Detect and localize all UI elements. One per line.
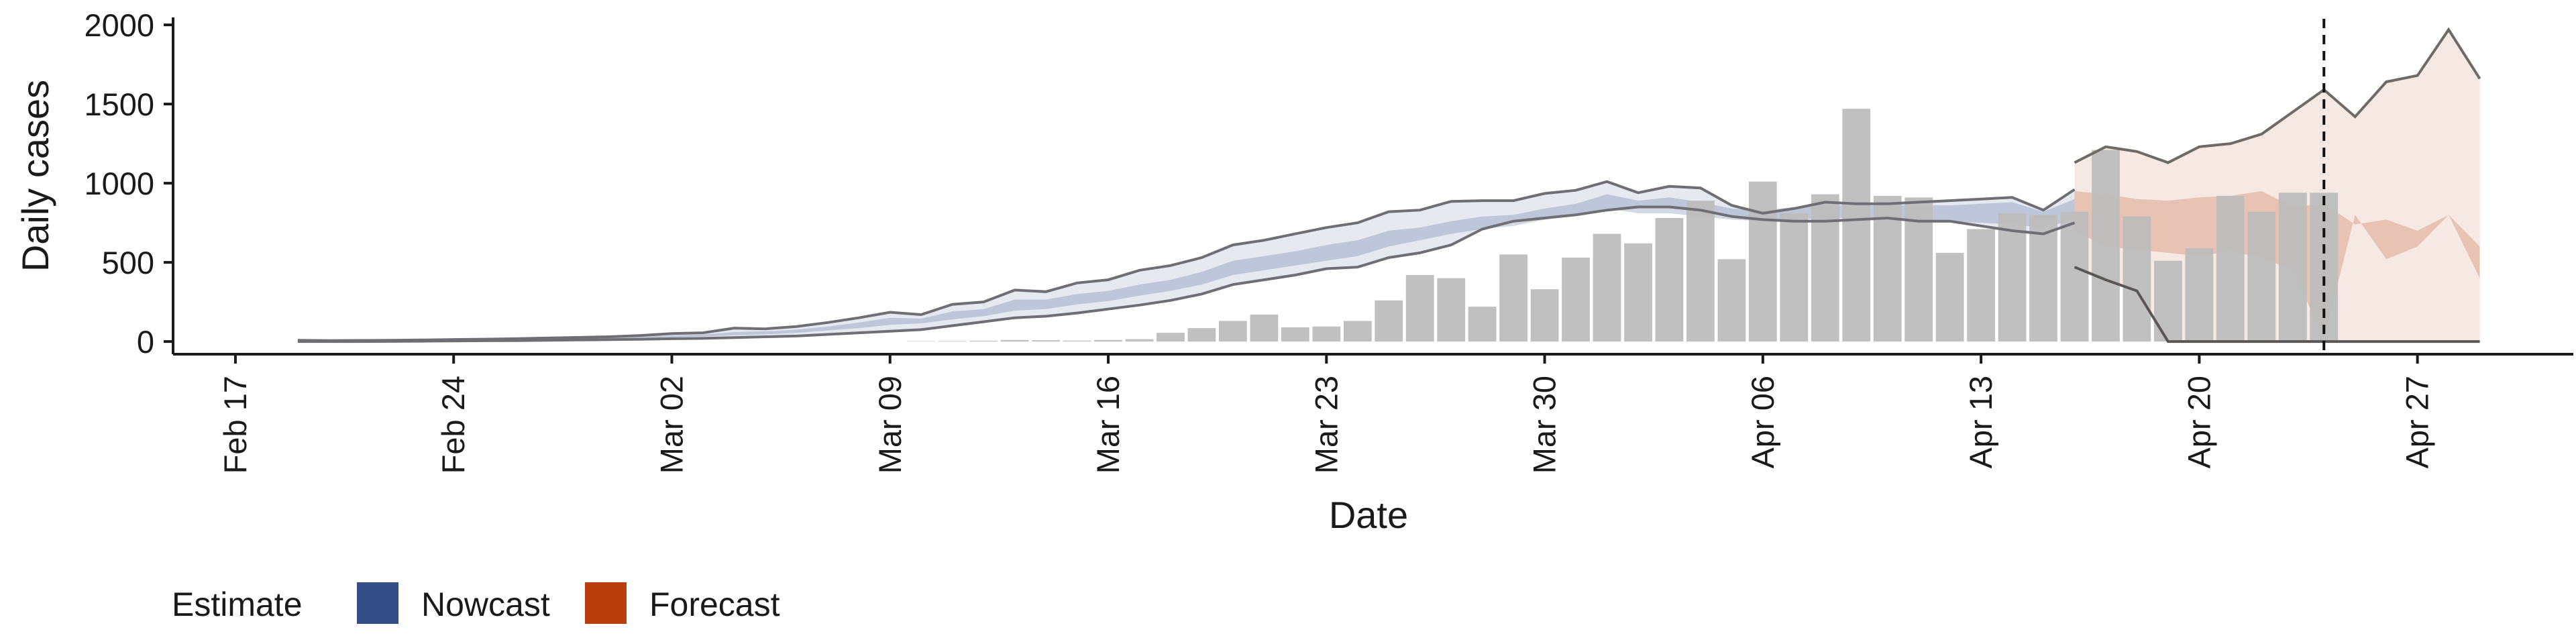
- case-bar: [1530, 289, 1559, 342]
- reported-cases-bars: [907, 109, 2339, 342]
- y-tick-label: 1000: [84, 166, 154, 201]
- y-axis-title: Daily cases: [14, 80, 56, 272]
- legend-title: Estimate: [172, 586, 303, 623]
- forecast-lower-line: [2074, 266, 2480, 343]
- x-tick-label: Mar 02: [654, 376, 690, 474]
- case-bar: [1468, 307, 1497, 342]
- x-axis-title: Date: [1329, 494, 1408, 536]
- case-bar: [1562, 258, 1590, 342]
- case-bar: [1499, 254, 1527, 342]
- case-bar: [1343, 321, 1372, 342]
- case-bar: [1125, 339, 1154, 342]
- legend-label-nowcast: Nowcast: [421, 586, 550, 623]
- case-bar: [1717, 259, 1746, 342]
- case-bar: [2154, 260, 2182, 342]
- case-bar: [1250, 315, 1279, 342]
- case-bar: [1281, 327, 1309, 342]
- case-bar: [1593, 233, 1621, 342]
- legend-swatch-nowcast: [357, 582, 398, 624]
- case-bar: [1998, 213, 2027, 342]
- case-bar: [1655, 218, 1684, 342]
- case-bar: [2060, 211, 2089, 342]
- case-bar: [1375, 300, 1403, 342]
- case-bar: [1032, 340, 1060, 342]
- legend: Estimate Nowcast Forecast: [172, 582, 780, 624]
- case-bar: [1967, 229, 1995, 342]
- x-tick-label: Mar 30: [1527, 376, 1562, 474]
- x-tick-label: Mar 09: [872, 376, 908, 474]
- case-bar: [1624, 243, 1652, 342]
- case-bar: [1842, 109, 1871, 342]
- case-bar: [2278, 193, 2307, 342]
- case-bar: [2247, 211, 2276, 342]
- case-bar: [2092, 150, 2120, 342]
- case-bar: [1686, 201, 1715, 342]
- y-tick-label: 1500: [84, 87, 154, 122]
- forecast-ribbon-inner: [2074, 191, 2480, 339]
- case-bar: [1000, 339, 1029, 342]
- case-bar: [1094, 339, 1122, 342]
- case-bar: [2185, 248, 2214, 342]
- case-bar: [1219, 321, 1247, 342]
- case-bar: [1780, 213, 1809, 342]
- x-tick-label: Apr 27: [2400, 376, 2435, 468]
- x-tick-label: Feb 24: [435, 376, 471, 474]
- case-bar: [1187, 328, 1216, 342]
- y-tick-label: 500: [102, 245, 154, 280]
- y-tick-label: 0: [137, 324, 154, 360]
- x-tick-label: Apr 20: [2181, 376, 2216, 468]
- x-tick-label: Feb 17: [217, 376, 253, 474]
- case-bar: [1437, 278, 1466, 342]
- case-bar: [1811, 194, 1839, 342]
- x-tick-label: Apr 06: [1745, 376, 1780, 468]
- legend-label-forecast: Forecast: [649, 586, 780, 623]
- x-tick-label: Mar 16: [1090, 376, 1126, 474]
- nowcast-lower-line: [297, 205, 2076, 343]
- case-bar: [2216, 196, 2245, 342]
- legend-swatch-forecast: [585, 582, 627, 624]
- ribbon-outline-lines: [297, 27, 2481, 343]
- case-bar: [2123, 216, 2151, 342]
- case-bar: [1405, 275, 1434, 342]
- axes: [172, 17, 2573, 356]
- case-bar: [1935, 252, 1964, 342]
- case-bar: [907, 341, 936, 342]
- case-bar: [2029, 215, 2057, 342]
- case-bar: [1748, 181, 1777, 342]
- y-axis-ticks: 0 500 1000 1500 2000: [84, 7, 173, 360]
- case-bar: [1157, 333, 1185, 342]
- x-tick-label: Mar 23: [1308, 376, 1344, 474]
- case-bar: [1312, 326, 1341, 342]
- nowcast-upper-line: [297, 180, 2076, 342]
- y-tick-label: 2000: [84, 7, 154, 43]
- forecast-upper-line: [2074, 27, 2481, 164]
- x-axis-ticks: Feb 17 Feb 24 Mar 02 Mar 09 Mar 16 Mar 23 Mar …: [217, 354, 2435, 474]
- x-tick-label: Apr 13: [1963, 376, 1998, 468]
